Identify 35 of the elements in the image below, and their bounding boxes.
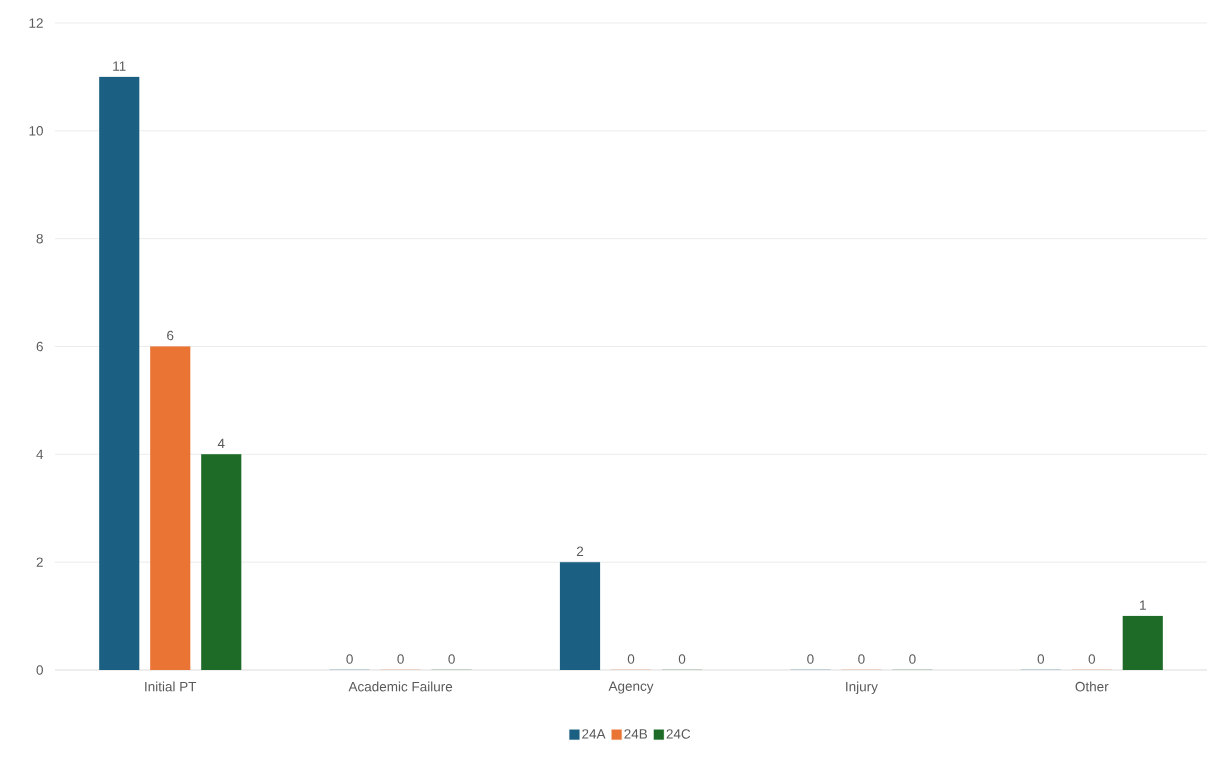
bar: [201, 454, 242, 670]
data-label: 1: [1140, 600, 1146, 610]
data-label: 6: [167, 330, 174, 341]
legend-label: 24A: [582, 729, 606, 739]
bar: [559, 562, 601, 670]
data-label: 0: [909, 654, 916, 664]
legend-label: 24B: [624, 729, 648, 739]
y-tick-label: 2: [36, 557, 43, 567]
data-label: 0: [397, 654, 404, 664]
x-tick-label: Academic Failure: [348, 681, 453, 692]
data-label: 0: [678, 654, 686, 664]
data-label: 0: [1088, 654, 1096, 664]
data-label: 0: [346, 654, 353, 664]
data-label: 2: [576, 546, 584, 556]
bar: [1122, 615, 1163, 670]
y-tick-label: 12: [29, 18, 43, 28]
data-label: 4: [217, 438, 225, 449]
data-label: 11: [113, 61, 126, 71]
data-label: 0: [807, 654, 814, 664]
data-label: 0: [858, 654, 865, 664]
y-tick-label: 4: [36, 449, 44, 459]
legend-label: 24C: [666, 729, 691, 739]
data-label: 0: [448, 654, 455, 664]
bar: [150, 346, 191, 670]
x-tick-label: Agency: [608, 681, 654, 694]
x-tick-label: Other: [1075, 681, 1109, 692]
x-tick-label: Injury: [846, 681, 878, 695]
data-label: 0: [1037, 654, 1045, 664]
x-tick-label: Initial PT: [145, 681, 197, 692]
y-tick-label: 6: [36, 341, 43, 352]
bar: [99, 76, 140, 670]
y-tick-label: 10: [29, 126, 43, 136]
y-tick-label: 0: [36, 665, 43, 675]
y-tick-label: 8: [36, 233, 43, 244]
data-label: 0: [627, 654, 635, 664]
